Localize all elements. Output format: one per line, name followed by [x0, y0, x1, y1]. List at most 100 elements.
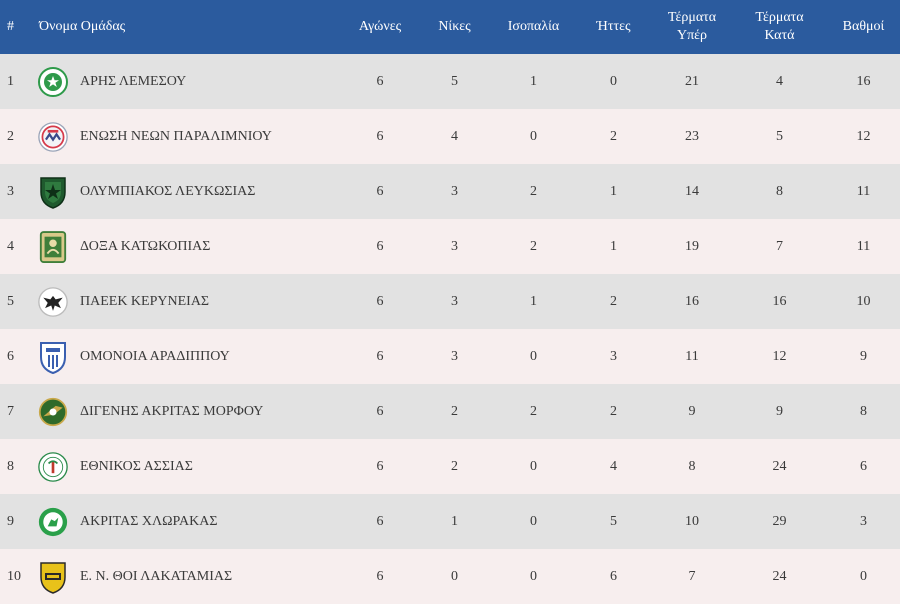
team-cell: ΕΘΝΙΚΟΣ ΑΣΣΙΑΣ — [38, 439, 343, 494]
draws-cell: 1 — [530, 293, 537, 309]
team-cell: ΔΟΞΑ ΚΑΤΩΚΟΠΙΑΣ — [38, 219, 343, 274]
goals-for-cell: 9 — [688, 403, 696, 419]
olympiakos-nicosia-crest-icon — [38, 174, 68, 210]
table-row[interactable]: 2 ΕΝΩΣΗ ΝΕΩΝ ΠΑΡΑΛΙΜΝΙΟΥ 6 4 0 2 23 5 12 — [0, 109, 900, 164]
rank-cell: 2 — [7, 128, 14, 144]
goals-against-cell: 29 — [772, 513, 787, 529]
wins-cell: 5 — [451, 73, 458, 89]
played-cell: 6 — [376, 513, 384, 529]
table-row[interactable]: 5 ΠΑΕΕΚ ΚΕΡΥΝΕΙΑΣ 6 3 1 2 16 16 10 — [0, 274, 900, 329]
wins-cell: 4 — [451, 128, 458, 144]
draws-cell: 2 — [530, 238, 537, 254]
draws-cell: 0 — [530, 513, 537, 529]
draws-cell: 1 — [530, 73, 537, 89]
goals-for-cell: 16 — [685, 293, 699, 309]
team-name[interactable]: ΑΡΗΣ ΛΕΜΕΣΟΥ — [80, 73, 187, 89]
team-name[interactable]: ΔΟΞΑ ΚΑΤΩΚΟΠΙΑΣ — [80, 238, 211, 254]
wins-cell: 3 — [451, 348, 458, 364]
played-cell: 6 — [376, 348, 384, 364]
goals-for-cell: 7 — [688, 568, 696, 584]
played-cell: 6 — [376, 568, 384, 584]
goals-for-cell: 8 — [688, 458, 696, 474]
wins-cell: 0 — [451, 568, 458, 584]
team-name[interactable]: ΔΙΓΕΝΗΣ ΑΚΡΙΤΑΣ ΜΟΡΦΟΥ — [80, 403, 264, 419]
team-cell: ΑΡΗΣ ΛΕΜΕΣΟΥ — [38, 54, 343, 109]
draws-cell: 0 — [530, 128, 537, 144]
table-row[interactable]: 8 ΕΘΝΙΚΟΣ ΑΣΣΙΑΣ 6 2 0 4 8 24 6 — [0, 439, 900, 494]
played-cell: 6 — [376, 73, 384, 89]
aris-limassol-crest-icon — [38, 64, 68, 100]
paeek-eagle-crest-icon — [38, 284, 68, 320]
losses-cell: 6 — [610, 568, 617, 584]
goals-for-cell: 14 — [685, 183, 699, 199]
wins-cell: 1 — [451, 513, 458, 529]
team-name[interactable]: ΠΑΕΕΚ ΚΕΡΥΝΕΙΑΣ — [80, 293, 210, 309]
goals-against-cell: 24 — [772, 568, 787, 584]
goals-against-cell: 16 — [772, 293, 787, 309]
goals-for-cell: 19 — [685, 238, 699, 254]
table-header: # Όνομα Ομάδας Αγώνες Νίκες Ισοπαλία Ήττ… — [0, 0, 900, 54]
wins-cell: 3 — [451, 238, 458, 254]
table-row[interactable]: 3 ΟΛΥΜΠΙΑΚΟΣ ΛΕΥΚΩΣΙΑΣ 6 3 2 1 14 8 11 — [0, 164, 900, 219]
team-cell: ΔΙΓΕΝΗΣ ΑΚΡΙΤΑΣ ΜΟΡΦΟΥ — [38, 384, 343, 439]
table-row[interactable]: 1 ΑΡΗΣ ΛΕΜΕΣΟΥ 6 5 1 0 21 4 16 — [0, 54, 900, 109]
team-name[interactable]: ΑΚΡΙΤΑΣ ΧΛΩΡΑΚΑΣ — [80, 513, 218, 529]
played-cell: 6 — [376, 458, 384, 474]
rank-cell: 10 — [7, 568, 21, 584]
team-name[interactable]: ΕΘΝΙΚΟΣ ΑΣΣΙΑΣ — [80, 458, 193, 474]
wins-cell: 2 — [451, 458, 458, 474]
losses-cell: 2 — [610, 403, 617, 419]
rank-cell: 7 — [7, 403, 14, 419]
points-cell: 6 — [860, 458, 867, 474]
table-row[interactable]: 10 Ε. Ν. ΘΟΙ ΛΑΚΑΤΑΜΙΑΣ 6 0 0 6 7 24 0 — [0, 549, 900, 604]
played-cell: 6 — [376, 293, 384, 309]
team-cell: ΠΑΕΕΚ ΚΕΡΥΝΕΙΑΣ — [38, 274, 343, 329]
goals-for-cell: 21 — [685, 73, 699, 89]
goals-against-cell: 7 — [776, 238, 783, 254]
points-cell: 11 — [856, 238, 871, 254]
header-rank: # — [7, 19, 14, 34]
table-row[interactable]: 6 ΟΜΟΝΟΙΑ ΑΡΑΔΙΠΠΟΥ 6 3 0 3 11 12 9 — [0, 329, 900, 384]
table-row[interactable]: 9 ΑΚΡΙΤΑΣ ΧΛΩΡΑΚΑΣ 6 1 0 5 10 29 3 — [0, 494, 900, 549]
rank-cell: 1 — [7, 73, 14, 89]
akritas-chlorakas-crest-icon — [38, 504, 68, 540]
thoi-lakatamias-crest-icon — [38, 559, 68, 595]
team-cell: ΕΝΩΣΗ ΝΕΩΝ ΠΑΡΑΛΙΜΝΙΟΥ — [38, 109, 343, 164]
losses-cell: 5 — [610, 513, 617, 529]
goals-against-cell: 5 — [776, 128, 783, 144]
header-goals-for-line2: Υπέρ — [676, 28, 708, 43]
header-goals-against-line1: Τέρματα — [755, 10, 804, 25]
points-cell: 16 — [856, 73, 871, 89]
losses-cell: 0 — [610, 73, 617, 89]
rank-cell: 5 — [7, 293, 14, 309]
wins-cell: 2 — [451, 403, 458, 419]
team-name[interactable]: ΟΜΟΝΟΙΑ ΑΡΑΔΙΠΠΟΥ — [80, 348, 230, 364]
played-cell: 6 — [376, 238, 384, 254]
wins-cell: 3 — [451, 183, 458, 199]
wins-cell: 3 — [451, 293, 458, 309]
team-name[interactable]: Ε. Ν. ΘΟΙ ΛΑΚΑΤΑΜΙΑΣ — [80, 568, 233, 584]
rank-cell: 6 — [7, 348, 14, 364]
table-row[interactable]: 4 ΔΟΞΑ ΚΑΤΩΚΟΠΙΑΣ 6 3 2 1 19 7 11 — [0, 219, 900, 274]
losses-cell: 1 — [610, 183, 617, 199]
rank-cell: 3 — [7, 183, 14, 199]
team-name[interactable]: ΕΝΩΣΗ ΝΕΩΝ ΠΑΡΑΛΙΜΝΙΟΥ — [80, 128, 272, 144]
table-row[interactable]: 7 ΔΙΓΕΝΗΣ ΑΚΡΙΤΑΣ ΜΟΡΦΟΥ 6 2 2 2 9 9 8 — [0, 384, 900, 439]
goals-for-cell: 23 — [685, 128, 699, 144]
points-cell: 0 — [860, 568, 867, 584]
points-cell: 9 — [860, 348, 867, 364]
points-cell: 8 — [860, 403, 867, 419]
header-goals-for-line1: Τέρματα — [667, 10, 717, 25]
header-goals-for: Τέρματα Υπέρ — [652, 0, 732, 54]
rank-cell: 4 — [7, 238, 14, 254]
draws-cell: 0 — [530, 458, 537, 474]
points-cell: 12 — [856, 128, 871, 144]
team-name[interactable]: ΟΛΥΜΠΙΑΚΟΣ ΛΕΥΚΩΣΙΑΣ — [80, 183, 256, 199]
team-cell: ΑΚΡΙΤΑΣ ΧΛΩΡΑΚΑΣ — [38, 494, 343, 549]
goals-against-cell: 24 — [772, 458, 787, 474]
played-cell: 6 — [376, 183, 384, 199]
team-cell: ΟΜΟΝΟΙΑ ΑΡΑΔΙΠΠΟΥ — [38, 329, 343, 384]
rank-cell: 9 — [7, 513, 14, 529]
draws-cell: 0 — [530, 568, 537, 584]
ethnikos-assias-crest-icon — [38, 449, 68, 485]
